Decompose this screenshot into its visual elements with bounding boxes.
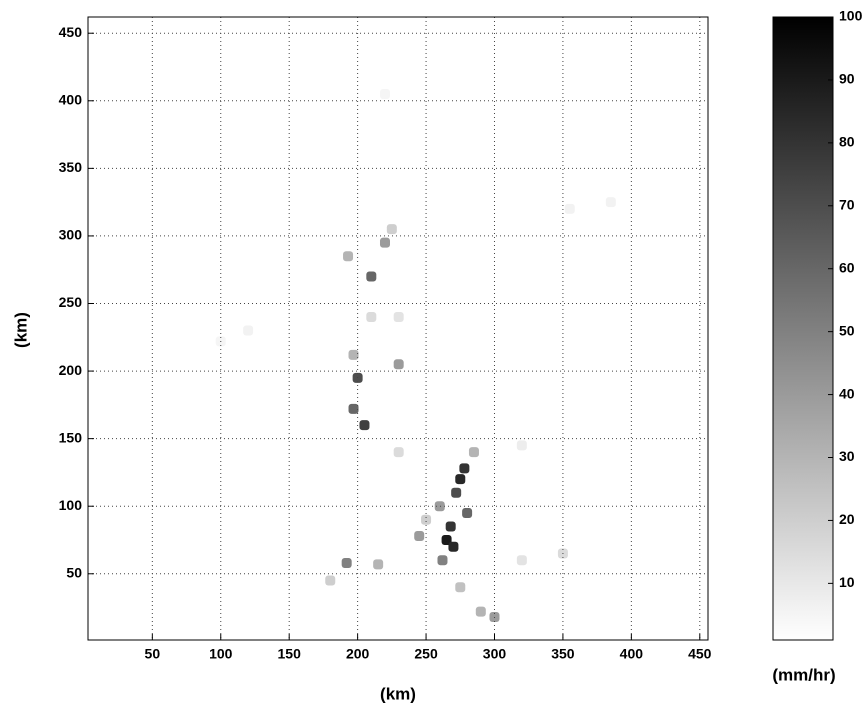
- heat-cell: [393, 359, 404, 370]
- heat-cell: [359, 420, 370, 431]
- colorbar-label: (mm/hr): [772, 665, 835, 684]
- x-tick-label: 450: [688, 646, 712, 662]
- x-tick-label: 50: [145, 646, 161, 662]
- colorbar-tick-label: 80: [839, 134, 855, 150]
- colorbar-tick-label: 100: [839, 8, 863, 24]
- colorbar-tick-label: 20: [839, 511, 855, 527]
- y-tick-label: 50: [66, 564, 82, 580]
- x-tick-label: 250: [414, 646, 438, 662]
- colorbar-tick-label: 90: [839, 71, 855, 87]
- x-axis-label: (km): [380, 684, 416, 703]
- x-tick-label: 300: [483, 646, 507, 662]
- colorbar-tick-label: 30: [839, 448, 855, 464]
- heat-cell: [325, 575, 336, 586]
- heat-cell: [468, 447, 479, 458]
- heat-cell: [393, 447, 404, 458]
- heat-cell: [366, 271, 377, 282]
- heat-cell: [455, 582, 466, 593]
- heat-cell: [348, 403, 359, 414]
- y-tick-label: 200: [59, 362, 83, 378]
- heat-cell: [475, 606, 486, 617]
- colorbar-tick-label: 60: [839, 259, 855, 275]
- heat-cell: [393, 312, 404, 323]
- y-tick-label: 400: [59, 91, 83, 107]
- heat-cell: [341, 557, 352, 568]
- colorbar-tick-label: 70: [839, 196, 855, 212]
- heat-cell: [414, 530, 425, 541]
- colorbar-tick-label: 10: [839, 574, 855, 590]
- heat-cell: [434, 501, 445, 512]
- heat-cell: [455, 474, 466, 485]
- y-tick-label: 250: [59, 294, 83, 310]
- heat-cell: [448, 541, 459, 552]
- heat-cell: [386, 224, 397, 235]
- heat-cell: [441, 534, 452, 545]
- heat-cell: [516, 440, 527, 451]
- heat-cell: [243, 325, 254, 336]
- colorbar: [772, 16, 834, 641]
- plot-frame: [87, 16, 709, 641]
- heat-cell: [366, 312, 377, 323]
- heat-cell: [348, 349, 359, 360]
- y-tick-label: 450: [59, 24, 83, 40]
- y-tick-label: 100: [59, 497, 83, 513]
- heat-cell: [343, 251, 354, 262]
- plot-area: [88, 17, 708, 640]
- y-axis-label: (km): [11, 312, 30, 348]
- heat-cell: [459, 463, 470, 474]
- colorbar-tick-label: 40: [839, 385, 855, 401]
- x-tick-label: 150: [278, 646, 302, 662]
- y-tick-label: 300: [59, 227, 83, 243]
- heat-cell: [379, 89, 390, 100]
- heat-cell: [462, 507, 473, 518]
- y-tick-label: 350: [59, 159, 83, 175]
- heat-cell: [421, 514, 432, 525]
- x-tick-label: 100: [209, 646, 233, 662]
- x-tick-label: 200: [346, 646, 370, 662]
- heat-cell: [437, 555, 448, 566]
- heat-cell: [379, 237, 390, 248]
- x-tick-label: 350: [551, 646, 575, 662]
- heat-cell: [451, 487, 462, 498]
- heat-cell: [564, 203, 575, 214]
- heat-cell: [445, 521, 456, 532]
- x-tick-label: 400: [620, 646, 644, 662]
- heat-cell: [516, 555, 527, 566]
- heat-cell: [605, 197, 616, 208]
- heat-cell: [373, 559, 384, 570]
- y-tick-label: 150: [59, 429, 83, 445]
- colorbar-tick-label: 50: [839, 322, 855, 338]
